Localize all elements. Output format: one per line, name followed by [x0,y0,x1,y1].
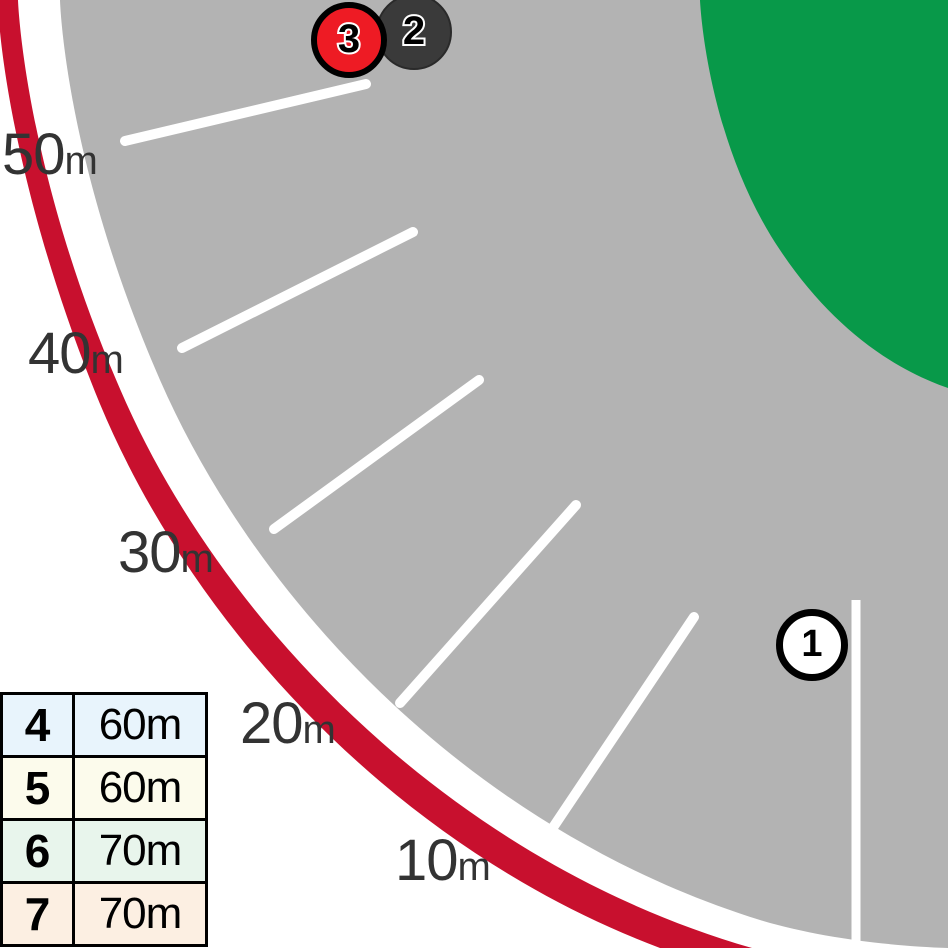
legend-row-distance: 70m [98,826,183,875]
legend-row-distance: 60m [98,763,183,812]
corner-marker-3[interactable]: 3 [311,2,387,78]
legend-row-number: 5 [3,758,75,818]
tick-40m [177,227,418,353]
tick-50m [120,79,371,146]
legend-row[interactable]: 6 70m [3,821,205,884]
corner-marker-3-label: 3 [336,17,362,61]
distance-label-20m: 20m [240,691,336,756]
tick-20m [395,500,581,708]
corner-marker-2-label: 2 [401,9,427,53]
legend-row[interactable]: 5 60m [3,758,205,821]
braking-distance-legend: 4 60m 5 60m 6 70m 7 70m [0,692,208,947]
legend-row-distance: 70m [98,889,183,938]
distance-tick-lines [120,79,699,834]
legend-row-number: 4 [3,695,75,755]
corner-marker-1[interactable]: 1 [776,609,848,681]
legend-row-number: 6 [3,821,75,881]
legend-row-number: 7 [3,884,75,944]
distance-label-40m: 40m [28,321,124,386]
tick-30m [269,375,484,534]
legend-row[interactable]: 7 70m [3,884,205,947]
tick-10m [547,612,699,834]
distance-label-50m: 50m [2,122,98,187]
kerb-red-band [0,0,752,948]
distance-label-10m: 10m [395,828,491,893]
corner-marker-1-label: 1 [801,623,823,665]
runoff-area-green [700,0,948,388]
corner-marker-2[interactable]: 2 [376,0,452,70]
distance-label-30m: 30m [118,520,214,585]
track-surface-asphalt [60,0,948,948]
legend-row[interactable]: 4 60m [3,695,205,758]
legend-row-distance: 60m [98,700,183,749]
